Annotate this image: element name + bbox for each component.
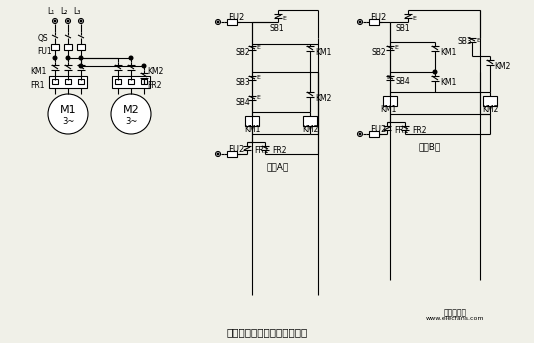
Text: FU1: FU1 bbox=[37, 47, 52, 56]
Circle shape bbox=[67, 20, 69, 22]
Bar bbox=[128, 79, 134, 84]
Circle shape bbox=[433, 70, 437, 74]
Bar bbox=[369, 19, 379, 25]
Text: E: E bbox=[282, 16, 286, 21]
Bar bbox=[483, 96, 497, 106]
Bar bbox=[49, 76, 87, 88]
Text: 3~: 3~ bbox=[125, 117, 137, 126]
Text: FU2: FU2 bbox=[370, 125, 386, 134]
Bar bbox=[245, 116, 259, 126]
Text: FR2: FR2 bbox=[412, 126, 427, 135]
Bar bbox=[78, 79, 84, 84]
Text: L₂: L₂ bbox=[60, 7, 68, 16]
Text: 电子发烧友: 电子发烧友 bbox=[443, 308, 467, 317]
Text: E: E bbox=[394, 45, 398, 50]
Text: KM1: KM1 bbox=[380, 106, 396, 115]
Circle shape bbox=[53, 56, 57, 60]
Text: SB2: SB2 bbox=[236, 48, 250, 57]
Text: KM2: KM2 bbox=[315, 94, 332, 103]
Text: SB1: SB1 bbox=[396, 24, 411, 33]
Text: KM1: KM1 bbox=[440, 48, 457, 57]
Text: M1: M1 bbox=[60, 105, 76, 115]
Text: E: E bbox=[412, 16, 416, 21]
Text: SB1: SB1 bbox=[270, 24, 285, 33]
Text: FU2: FU2 bbox=[370, 13, 386, 22]
Text: www.elecfans.com: www.elecfans.com bbox=[426, 316, 484, 321]
Bar bbox=[227, 151, 237, 157]
Circle shape bbox=[142, 64, 146, 68]
Text: FR1: FR1 bbox=[30, 81, 44, 90]
Text: FU2: FU2 bbox=[228, 13, 244, 22]
Text: KM1: KM1 bbox=[440, 78, 457, 87]
Text: E: E bbox=[256, 45, 260, 50]
Text: SB4: SB4 bbox=[236, 98, 251, 107]
Circle shape bbox=[357, 20, 363, 24]
Text: FU2: FU2 bbox=[228, 145, 244, 154]
Bar bbox=[65, 79, 71, 84]
Circle shape bbox=[54, 20, 56, 22]
Circle shape bbox=[111, 94, 151, 134]
Text: FR1: FR1 bbox=[254, 146, 269, 155]
Circle shape bbox=[79, 56, 83, 60]
Circle shape bbox=[78, 19, 83, 24]
Bar bbox=[52, 79, 58, 84]
Bar bbox=[112, 76, 150, 88]
Circle shape bbox=[359, 21, 361, 23]
Bar bbox=[227, 19, 237, 25]
Text: 3~: 3~ bbox=[62, 117, 74, 126]
Bar bbox=[369, 131, 379, 137]
Text: E: E bbox=[256, 95, 260, 100]
Text: SB4: SB4 bbox=[395, 77, 410, 86]
Circle shape bbox=[52, 19, 58, 24]
Circle shape bbox=[48, 94, 88, 134]
Text: E: E bbox=[386, 75, 390, 80]
Text: KM2: KM2 bbox=[147, 67, 163, 76]
Circle shape bbox=[216, 20, 221, 24]
Text: L₃: L₃ bbox=[73, 7, 81, 16]
Circle shape bbox=[217, 21, 219, 23]
Text: KM1: KM1 bbox=[30, 67, 46, 76]
Text: 电动机顺序控制电路（范例）: 电动机顺序控制电路（范例） bbox=[226, 327, 308, 337]
Text: SB3: SB3 bbox=[458, 37, 473, 46]
Bar bbox=[115, 79, 121, 84]
Text: SB3: SB3 bbox=[236, 78, 251, 87]
Text: KM1: KM1 bbox=[244, 126, 260, 134]
Bar bbox=[77, 44, 85, 50]
Text: KM2: KM2 bbox=[302, 126, 318, 134]
Text: FR1: FR1 bbox=[394, 126, 409, 135]
Text: KM2: KM2 bbox=[482, 106, 498, 115]
Bar bbox=[303, 116, 317, 126]
Circle shape bbox=[129, 56, 133, 60]
Text: E: E bbox=[256, 75, 260, 80]
Bar bbox=[51, 44, 59, 50]
Bar bbox=[383, 96, 397, 106]
Circle shape bbox=[66, 19, 70, 24]
Text: QS: QS bbox=[38, 34, 49, 43]
Circle shape bbox=[359, 133, 361, 135]
Text: L₁: L₁ bbox=[48, 7, 54, 16]
Bar bbox=[141, 79, 147, 84]
Bar bbox=[64, 44, 72, 50]
Text: （图A）: （图A） bbox=[267, 162, 289, 171]
Text: SB2: SB2 bbox=[372, 48, 387, 57]
Circle shape bbox=[79, 64, 83, 68]
Text: （图B）: （图B） bbox=[419, 142, 441, 151]
Text: E: E bbox=[476, 38, 480, 43]
Text: KM1: KM1 bbox=[315, 48, 332, 57]
Circle shape bbox=[216, 152, 221, 156]
Circle shape bbox=[217, 153, 219, 155]
Circle shape bbox=[357, 131, 363, 137]
Circle shape bbox=[80, 20, 82, 22]
Circle shape bbox=[66, 56, 70, 60]
Text: FR2: FR2 bbox=[272, 146, 287, 155]
Text: KM2: KM2 bbox=[494, 62, 511, 71]
Text: M2: M2 bbox=[123, 105, 139, 115]
Text: FR2: FR2 bbox=[147, 81, 161, 90]
